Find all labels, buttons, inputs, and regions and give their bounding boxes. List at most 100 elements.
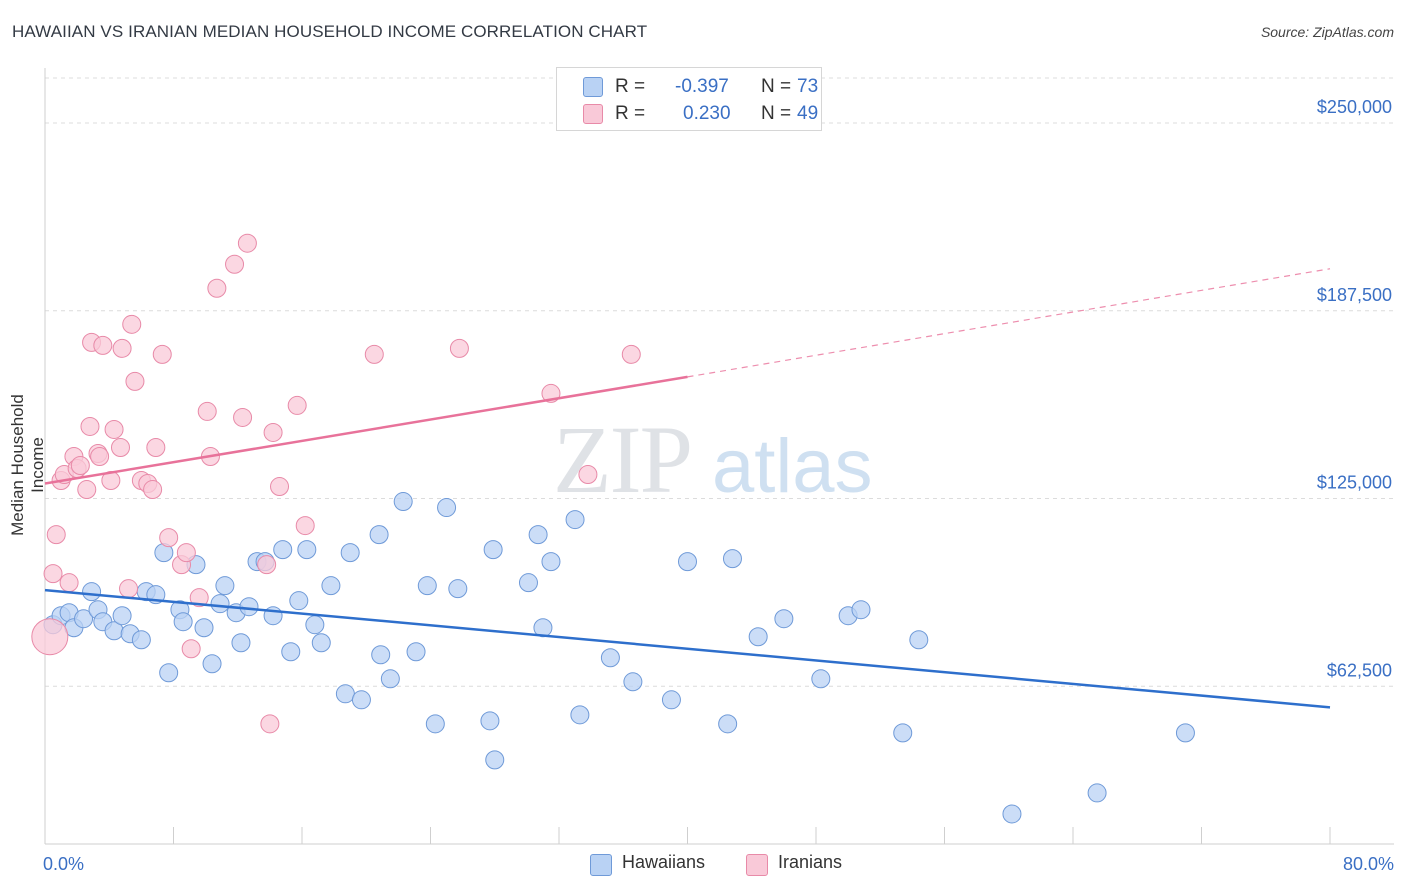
data-point-hawaiians xyxy=(82,582,102,602)
data-point-iranians xyxy=(295,516,315,536)
data-point-iranians xyxy=(80,416,100,436)
trend-line-iranians xyxy=(44,375,688,485)
stats-legend: R = -0.397 N = 73 R = 0.230 N = 49 xyxy=(556,67,822,131)
data-point-hawaiians xyxy=(485,750,505,770)
legend-n-value: 49 xyxy=(797,103,819,124)
data-point-iranians xyxy=(90,446,110,466)
data-point-hawaiians xyxy=(1087,783,1107,803)
data-point-hawaiians xyxy=(811,669,831,689)
y-tick-label: $125,000 xyxy=(1317,473,1392,493)
data-point-hawaiians xyxy=(173,612,193,632)
data-point-iranians xyxy=(621,344,641,364)
data-point-iranians xyxy=(143,480,163,500)
bottom-legend-label-iranians: Iranians xyxy=(778,852,843,872)
data-point-iranians xyxy=(287,395,307,415)
tick-labels: $62,500 $125,000 $187,500 $250,000 0.0% 80.0% xyxy=(43,97,1394,874)
legend-r-value: -0.397 xyxy=(675,76,729,97)
data-point-iranians xyxy=(46,525,66,545)
data-point-hawaiians xyxy=(437,498,457,518)
data-point-iranians xyxy=(122,314,142,334)
legend-swatch-hawaiians xyxy=(583,77,603,97)
x-tick-label: 0.0% xyxy=(43,854,84,874)
data-point-hawaiians xyxy=(893,723,913,743)
data-point-hawaiians xyxy=(661,690,681,710)
data-point-hawaiians xyxy=(483,540,503,560)
data-point-iranians xyxy=(364,344,384,364)
y-axis-label: Median Household Income xyxy=(8,394,47,536)
data-point-hawaiians xyxy=(215,576,235,596)
data-point-hawaiians xyxy=(541,552,561,572)
y-tick-label: $187,500 xyxy=(1317,285,1392,305)
data-point-hawaiians xyxy=(528,525,548,545)
legend-r-label: R = xyxy=(615,103,646,124)
data-point-iranians xyxy=(263,422,283,442)
data-point-hawaiians xyxy=(518,573,538,593)
data-point-hawaiians xyxy=(371,645,391,665)
data-point-iranians xyxy=(31,618,69,656)
legend-r-value: 0.230 xyxy=(683,103,731,124)
data-point-hawaiians xyxy=(159,663,179,683)
data-point-hawaiians xyxy=(74,609,94,629)
axes xyxy=(44,68,1394,845)
data-point-hawaiians xyxy=(281,642,301,662)
data-point-hawaiians xyxy=(335,684,355,704)
legend-n-value: 73 xyxy=(797,76,819,97)
data-point-hawaiians xyxy=(273,540,293,560)
data-point-iranians xyxy=(181,639,201,659)
data-points xyxy=(31,233,1195,824)
data-point-hawaiians xyxy=(239,597,259,617)
data-point-iranians xyxy=(70,456,90,476)
data-point-iranians xyxy=(159,528,179,548)
data-point-hawaiians xyxy=(480,711,500,731)
data-point-hawaiians xyxy=(570,705,590,725)
legend-n-label: N = xyxy=(761,103,792,124)
data-point-hawaiians xyxy=(194,618,214,638)
data-point-iranians xyxy=(237,233,257,253)
data-point-hawaiians xyxy=(340,543,360,563)
y-tick-label: $62,500 xyxy=(1327,660,1392,680)
data-point-iranians xyxy=(43,564,63,584)
data-point-iranians xyxy=(110,437,130,457)
data-point-hawaiians xyxy=(448,579,468,599)
data-point-iranians xyxy=(449,338,469,358)
bottom-legend-swatch-hawaiians xyxy=(590,854,612,876)
bottom-legend-label-hawaiians: Hawaiians xyxy=(622,852,706,872)
data-point-hawaiians xyxy=(417,576,437,596)
data-point-iranians xyxy=(176,543,196,563)
data-point-hawaiians xyxy=(718,714,738,734)
trend-line-extension-iranians xyxy=(687,268,1331,378)
data-point-hawaiians xyxy=(131,630,151,650)
chart-title: HAWAIIAN VS IRANIAN MEDIAN HOUSEHOLD INC… xyxy=(12,22,648,41)
data-point-iranians xyxy=(93,335,113,355)
source-label: Source: ZipAtlas.com xyxy=(1260,24,1394,40)
data-point-hawaiians xyxy=(289,591,309,611)
data-point-hawaiians xyxy=(425,714,445,734)
data-point-iranians xyxy=(578,465,598,485)
data-point-hawaiians xyxy=(369,525,389,545)
data-point-iranians xyxy=(197,401,217,421)
x-tick-label: 80.0% xyxy=(1343,854,1394,874)
data-point-iranians xyxy=(257,555,277,575)
watermark-zip: ZIP xyxy=(553,406,691,513)
data-point-hawaiians xyxy=(380,669,400,689)
data-point-hawaiians xyxy=(678,552,697,572)
legend-n-label: N = xyxy=(761,76,792,97)
data-point-iranians xyxy=(233,407,253,427)
data-point-hawaiians xyxy=(406,642,426,662)
gridlines xyxy=(45,77,1394,687)
data-point-iranians xyxy=(119,579,139,599)
data-point-iranians xyxy=(146,437,166,457)
bottom-legend-swatch-iranians xyxy=(746,854,768,876)
data-point-hawaiians xyxy=(297,540,317,560)
data-point-hawaiians xyxy=(909,630,929,650)
legend-swatch-iranians xyxy=(583,104,603,124)
data-point-hawaiians xyxy=(231,633,251,653)
data-point-hawaiians xyxy=(393,492,413,512)
data-point-hawaiians xyxy=(1175,723,1195,743)
data-point-iranians xyxy=(225,254,245,274)
trend-line-hawaiians xyxy=(44,588,1331,709)
data-point-iranians xyxy=(104,419,124,439)
trend-lines xyxy=(44,268,1331,709)
y-tick-label: $250,000 xyxy=(1317,97,1392,117)
